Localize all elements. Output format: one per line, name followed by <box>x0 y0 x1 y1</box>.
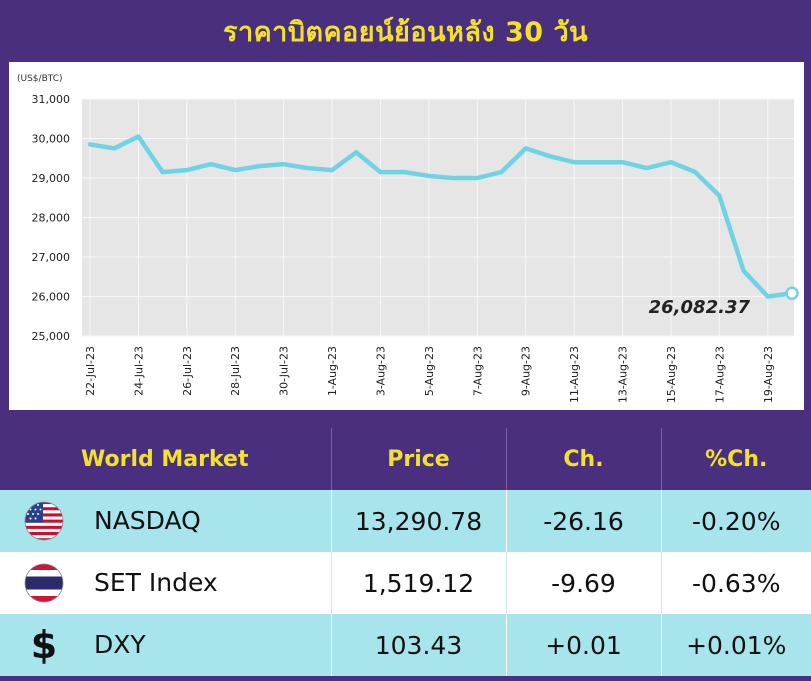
market-name: SET Index <box>94 568 218 597</box>
x-tick-label: 7-Aug-23 <box>471 346 484 396</box>
x-tick-label: 5-Aug-23 <box>423 346 436 396</box>
change-cell: +0.01 <box>506 614 662 676</box>
us-flag-icon <box>24 501 64 541</box>
world-market-table: World Market Price Ch. %Ch. <box>0 428 811 681</box>
x-tick-label: 19-Aug-23 <box>762 346 775 403</box>
change-cell: -9.69 <box>506 552 662 614</box>
y-tick-label: 27,000 <box>32 251 71 264</box>
chart-svg: 31,000 30,000 29,000 28,000 27,000 26,000 25,0… <box>17 74 799 403</box>
y-tick-label: 28,000 <box>32 212 71 225</box>
y-tick-label: 31,000 <box>32 93 71 106</box>
thai-flag-icon <box>24 563 64 603</box>
svg-text:$: $ <box>31 625 57 665</box>
dollar-sign-icon: $ <box>31 625 57 665</box>
x-tick-label: 26-Jul-23 <box>181 346 194 396</box>
header-world-market: World Market <box>0 428 332 490</box>
last-point-marker <box>785 286 799 300</box>
price-cell: 1,519.12 <box>331 552 507 614</box>
market-name-cell: SET Index <box>0 552 332 614</box>
x-tick-label: 24-Jul-23 <box>132 346 145 396</box>
pct-change-cell: -0.20% <box>661 490 811 552</box>
table-row: SET Index 1,519.12 -9.69 -0.63% <box>0 552 811 614</box>
y-tick-label: 29,000 <box>32 172 71 185</box>
market-name-cell: $ DXY <box>0 614 332 676</box>
x-tick-label: 17-Aug-23 <box>713 346 726 403</box>
market-name: DXY <box>94 630 146 659</box>
pct-change-cell: +0.01% <box>661 614 811 676</box>
pct-change-cell: -0.63% <box>661 552 811 614</box>
change-cell: -26.16 <box>506 490 662 552</box>
market-name-cell: NASDAQ <box>0 490 332 552</box>
price-cell: 103.43 <box>331 614 507 676</box>
x-tick-label: 30-Jul-23 <box>278 346 291 396</box>
x-tick-label: 28-Jul-23 <box>229 346 242 396</box>
btc-price-line <box>87 134 795 299</box>
header-pct-change: %Ch. <box>705 446 768 472</box>
header-price: Price <box>331 428 507 490</box>
market-name: NASDAQ <box>94 506 201 535</box>
page-title: ราคาบิตคอยน์ย้อนหลัง 30 วัน <box>222 17 589 48</box>
x-tick-label: 9-Aug-23 <box>520 346 533 396</box>
y-tick-label: 30,000 <box>32 133 71 146</box>
x-tick-label: 1-Aug-23 <box>326 346 339 396</box>
x-tick-label: 13-Aug-23 <box>617 346 630 403</box>
y-unit-label: (US$/BTC) <box>17 74 63 84</box>
btc-price-chart: 31,000 30,000 29,000 28,000 27,000 26,000 25,0… <box>9 62 804 410</box>
x-tick-label: 15-Aug-23 <box>665 346 678 403</box>
x-tick-label: 3-Aug-23 <box>374 346 387 396</box>
table-row: NASDAQ 13,290.78 -26.16 -0.20% <box>0 490 811 552</box>
last-value-label: 26,082.37 <box>649 297 751 318</box>
price-cell: 13,290.78 <box>331 490 507 552</box>
y-tick-label: 25,000 <box>32 330 71 343</box>
x-tick-label: 22-Jul-23 <box>84 346 97 396</box>
y-tick-label: 26,000 <box>32 291 71 304</box>
header-change: Ch. <box>506 428 662 490</box>
x-tick-label: 11-Aug-23 <box>568 346 581 403</box>
table-row: $ DXY 103.43 +0.01 +0.01% <box>0 614 811 676</box>
